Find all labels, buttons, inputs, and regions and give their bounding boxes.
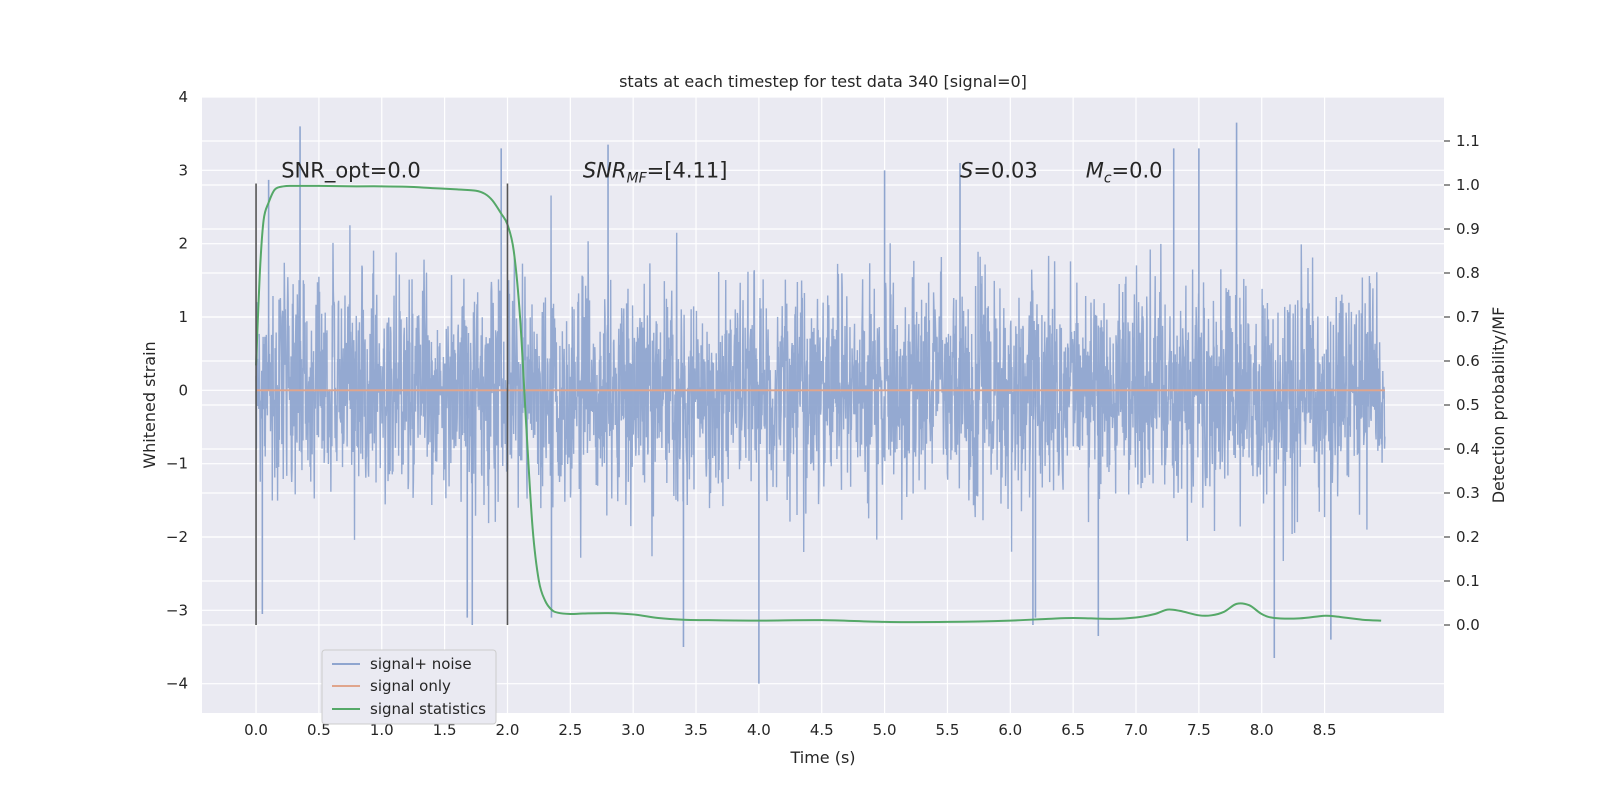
y-tick-label: 1 <box>178 308 188 326</box>
y-tick-label: −4 <box>166 675 188 693</box>
legend-label-signal-noise: signal+ noise <box>370 655 472 673</box>
annotation-snr-opt: SNR_opt=0.0 <box>281 159 421 184</box>
legend: signal+ noise signal only signal statist… <box>321 649 497 725</box>
x-tick-label: 4.0 <box>747 721 771 739</box>
annotation-part: S <box>960 159 973 183</box>
x-tick-label: 0.0 <box>244 721 268 739</box>
x-axis-label: Time (s) <box>789 748 855 767</box>
y2-tick-label: 0.0 <box>1456 616 1480 634</box>
y2-tick-label: 0.2 <box>1456 528 1480 546</box>
y-tick-label: −3 <box>166 601 188 619</box>
y-tick-label: 4 <box>178 88 188 106</box>
signal-statistics-line <box>255 184 1382 624</box>
x-tick-label: 5.0 <box>873 721 897 739</box>
legend-label-signal-only: signal only <box>370 677 451 695</box>
series-signal-statistics <box>255 184 1382 624</box>
x-tick-label: 1.0 <box>370 721 394 739</box>
x-tick-label: 8.5 <box>1313 721 1337 739</box>
annotation-part: SNR_opt=0.0 <box>281 159 421 184</box>
annotation-mc-value: Mc=0.0 <box>1086 159 1163 187</box>
x-tick-label: 2.0 <box>496 721 520 739</box>
y2-tick-label: 0.9 <box>1456 220 1480 238</box>
y-tick-label: 0 <box>178 381 188 399</box>
annotation-part: c <box>1104 171 1112 187</box>
x-tick-label: 0.5 <box>307 721 331 739</box>
annotations: SNR_opt=0.0 SNRMF=[4.11] S=0.03 Mc=0.0 <box>281 159 1162 187</box>
x-axis-ticks: 0.0 0.5 1.0 1.5 2.0 2.5 3.0 3.5 4.0 4.5 5.0 5.5 6.0 6… <box>244 721 1336 739</box>
x-tick-label: 7.5 <box>1187 721 1211 739</box>
annotation-part: M <box>1086 159 1104 183</box>
x-tick-label: 6.5 <box>1061 721 1085 739</box>
y-axis-ticks: −4 −3 −2 −1 0 1 2 3 4 <box>166 88 188 693</box>
x-tick-label: 1.5 <box>433 721 457 739</box>
annotation-part: =[4.11] <box>647 159 728 183</box>
annotation-part: SNR <box>583 159 627 183</box>
annotation-s-value: S=0.03 <box>960 159 1038 183</box>
y-tick-label: −2 <box>166 528 188 546</box>
x-tick-label: 6.0 <box>998 721 1022 739</box>
x-tick-label: 3.0 <box>621 721 645 739</box>
x-tick-label: 7.0 <box>1124 721 1148 739</box>
y2-tick-label: 0.8 <box>1456 264 1480 282</box>
legend-box <box>321 649 497 725</box>
y2-tick-label: 0.4 <box>1456 440 1480 458</box>
y-tick-label: −1 <box>166 455 188 473</box>
annotation-snr-mf: SNRMF=[4.11] <box>583 159 728 187</box>
x-tick-label: 5.5 <box>936 721 960 739</box>
noise-trace <box>255 195 1386 561</box>
y2-tick-label: 0.7 <box>1456 308 1480 326</box>
legend-label-signal-statistics: signal statistics <box>370 700 486 718</box>
y2-tick-label: 1.1 <box>1456 132 1480 150</box>
x-tick-label: 8.0 <box>1250 721 1274 739</box>
series-signal-noise <box>255 122 1386 684</box>
y2-tick-label: 0.3 <box>1456 484 1480 502</box>
y2-tick-label: 1.0 <box>1456 176 1480 194</box>
y2-axis-label: Detection probability/MF <box>1489 307 1508 504</box>
y2-axis-ticks: 0.0 0.1 0.2 0.3 0.4 0.5 0.6 0.7 0.8 0.9 1.0 1.1 <box>1444 132 1480 634</box>
chart-title: stats at each timestep for test data 340… <box>619 72 1027 91</box>
y-tick-label: 2 <box>178 235 188 253</box>
y2-tick-label: 0.5 <box>1456 396 1480 414</box>
annotation-part: =0.0 <box>1112 159 1163 183</box>
x-tick-label: 2.5 <box>558 721 582 739</box>
y-tick-label: 3 <box>178 161 188 179</box>
annotation-part: MF <box>627 171 648 187</box>
x-tick-label: 4.5 <box>810 721 834 739</box>
annotation-part: =0.03 <box>973 159 1037 183</box>
y-axis-label: Whitened strain <box>140 341 159 468</box>
y2-tick-label: 0.1 <box>1456 572 1480 590</box>
vertical-markers <box>255 183 509 625</box>
x-tick-label: 3.5 <box>684 721 708 739</box>
y2-tick-label: 0.6 <box>1456 352 1480 370</box>
